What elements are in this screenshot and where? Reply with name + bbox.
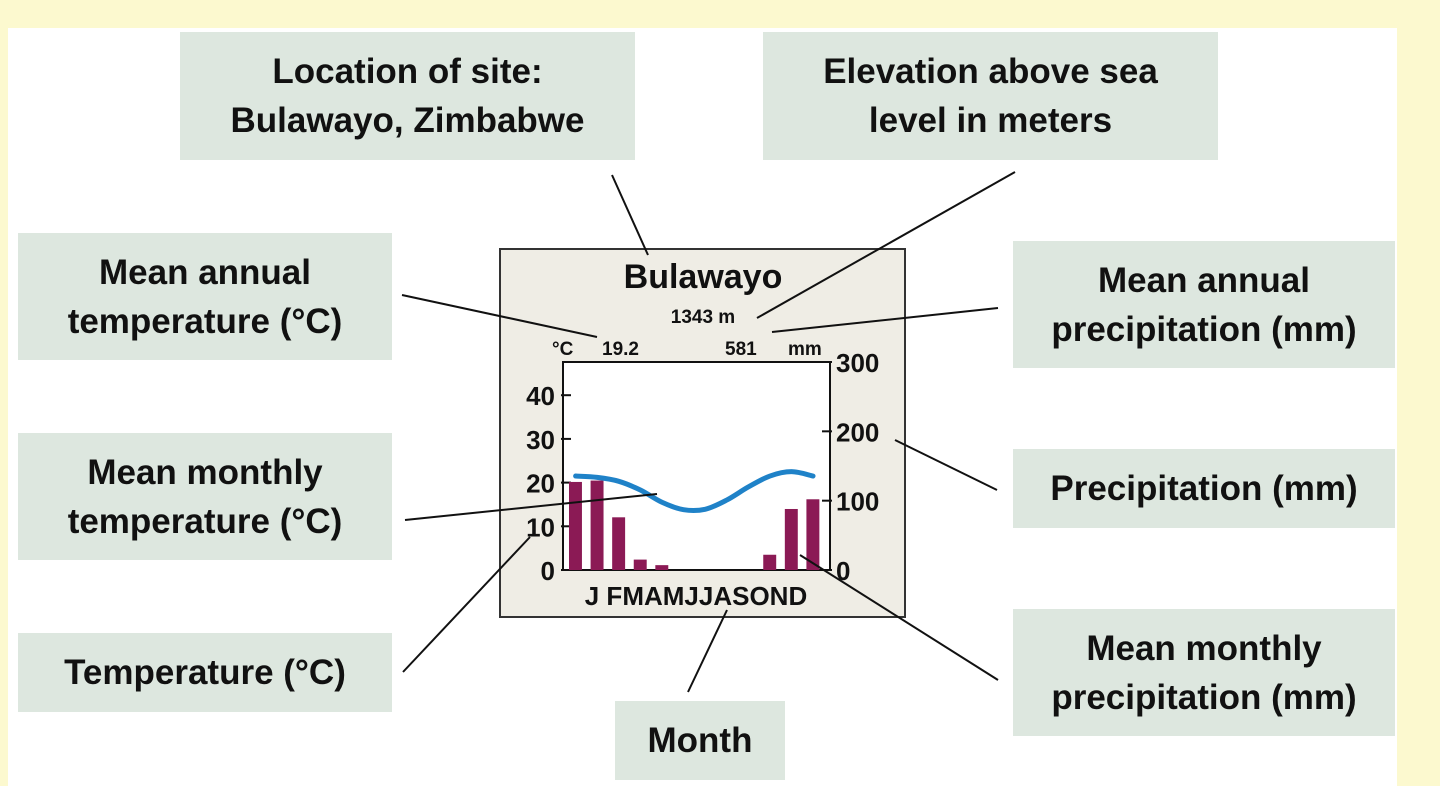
leader-line-mean-monthly-precipitation	[799, 554, 999, 681]
mean-annual-temperature-value: 19.2	[602, 339, 639, 360]
temperature-line	[573, 469, 816, 514]
label-location-line1: Location of site:	[272, 52, 543, 91]
right-unit: mm	[788, 339, 822, 360]
left-tick-label: 30	[526, 425, 555, 455]
left-unit: °C	[552, 339, 574, 360]
label-line1: Mean monthly	[87, 452, 323, 492]
precipitation-bar-M	[612, 517, 626, 570]
leader-line-mean-monthly-temperature	[404, 493, 658, 521]
label-mean-monthly-temperature: Mean monthly temperature (°C)	[18, 433, 392, 560]
label-line1: Mean annual	[1098, 260, 1310, 300]
right-tick-label: 300	[836, 348, 879, 378]
right-tick-label: 200	[836, 417, 879, 447]
precipitation-bar-F	[590, 480, 604, 570]
right-tick-label: 0	[836, 556, 850, 586]
left-tick-label: 40	[526, 381, 555, 411]
left-tick-label: 20	[526, 469, 555, 499]
leader-line-month	[687, 609, 728, 693]
elevation-value: 1343 m	[671, 307, 735, 328]
label-location-line2: Bulawayo, Zimbabwe	[230, 101, 585, 140]
label-line1: Mean monthly	[1086, 628, 1322, 668]
leader-line-elevation	[756, 171, 1016, 319]
precipitation-bar-M	[655, 565, 669, 570]
label-mean-annual-temperature: Mean annual temperature (°C)	[18, 233, 392, 360]
label-line2: precipitation (mm)	[1051, 677, 1357, 717]
mean-annual-precipitation-value: 581	[725, 339, 757, 360]
label-month: Month	[615, 701, 785, 780]
leader-line-mean-annual-temperature	[401, 294, 598, 338]
label-elevation-line2: level in meters	[868, 101, 1113, 140]
label-elevation: Elevation above sea level in meters	[763, 32, 1218, 160]
label-text: Month	[647, 721, 753, 760]
label-temperature: Temperature (°C)	[18, 633, 392, 712]
precipitation-bar-O	[763, 554, 777, 570]
label-line2: temperature (°C)	[67, 301, 343, 341]
label-location: Location of site: Bulawayo, Zimbabwe	[180, 32, 635, 160]
precipitation-bar-D	[806, 499, 820, 570]
precipitation-bar-J	[569, 481, 582, 570]
leader-line-location	[611, 174, 649, 256]
label-mean-annual-precipitation: Mean annual precipitation (mm)	[1013, 241, 1395, 368]
label-line2: precipitation (mm)	[1051, 309, 1357, 349]
right-tick-label: 100	[836, 487, 879, 517]
label-mean-monthly-precipitation: Mean monthly precipitation (mm)	[1013, 609, 1395, 736]
left-tick-label: 0	[541, 556, 555, 586]
label-line2: temperature (°C)	[67, 501, 343, 541]
label-elevation-line1: Elevation above sea	[823, 52, 1158, 91]
month-axis-labels: J FMAMJJASOND	[585, 581, 807, 611]
precipitation-bar-N	[784, 508, 798, 570]
label-precipitation: Precipitation (mm)	[1013, 449, 1395, 528]
label-line1: Mean annual	[99, 252, 311, 292]
left-tick-label: 10	[526, 512, 555, 542]
chart-title: Bulawayo	[624, 258, 783, 296]
leader-lines	[401, 171, 1016, 693]
label-text: Precipitation (mm)	[1050, 469, 1358, 508]
precipitation-bar-A	[633, 559, 647, 570]
leader-line-precipitation	[894, 439, 998, 491]
label-text: Temperature (°C)	[64, 653, 346, 692]
leader-line-temperature	[402, 536, 531, 673]
leader-line-mean-annual-precipitation	[771, 307, 999, 333]
